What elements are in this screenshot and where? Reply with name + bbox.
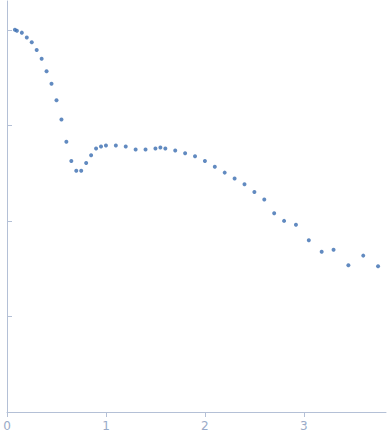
- svg-text:1: 1: [102, 419, 110, 433]
- svg-text:0: 0: [3, 419, 11, 433]
- svg-text:2: 2: [201, 419, 209, 433]
- svg-text:3: 3: [300, 419, 308, 433]
